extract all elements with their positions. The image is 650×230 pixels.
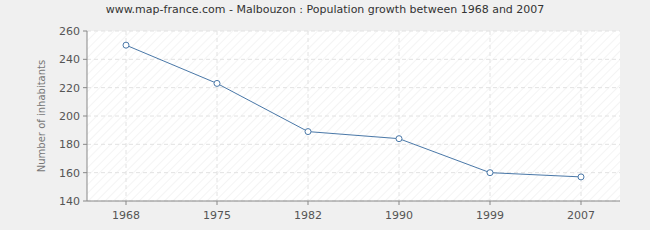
y-tick: [83, 144, 87, 145]
x-tick: [490, 201, 491, 205]
y-tick-label: 260: [59, 25, 80, 38]
y-tick-label: 200: [59, 110, 80, 123]
x-tick-label: 1975: [203, 209, 231, 222]
x-tick-label: 1999: [476, 209, 504, 222]
point: [487, 170, 493, 176]
grid-line-x: [308, 31, 309, 201]
x-tick: [308, 201, 309, 205]
y-tick: [83, 31, 87, 32]
grid-line-x: [399, 31, 400, 201]
point: [123, 42, 129, 48]
y-tick-label: 240: [59, 53, 80, 66]
y-axis: [87, 31, 88, 201]
y-tick: [83, 87, 87, 88]
x-tick: [399, 201, 400, 205]
y-tick-label: 160: [59, 167, 80, 180]
x-tick: [581, 201, 582, 205]
y-tick: [83, 116, 87, 117]
grid-line-y: [87, 116, 620, 117]
y-tick-label: 220: [59, 82, 80, 95]
y-tick-label: 180: [59, 138, 80, 151]
grid-line-x: [217, 31, 218, 201]
x-tick: [217, 201, 218, 205]
series-line: [126, 45, 581, 177]
grid-line-y: [87, 201, 620, 202]
data-group: [123, 42, 584, 180]
background: [0, 0, 650, 230]
y-tick: [83, 201, 87, 202]
title: www.map-france.com - Malbouzon : Populat…: [106, 3, 545, 16]
x-axis: [87, 201, 620, 202]
point: [578, 174, 584, 180]
x-tick: [126, 201, 127, 205]
point: [396, 136, 402, 142]
y-tick-label: 140: [59, 195, 80, 208]
x-tick-label: 1968: [112, 209, 140, 222]
grid-line-y: [87, 144, 620, 145]
grid-line-y: [87, 87, 620, 88]
point: [214, 80, 220, 86]
x-tick-label: 1982: [294, 209, 322, 222]
grid-line-y: [87, 31, 620, 32]
x-tick-label: 2007: [567, 209, 595, 222]
grid-line-y: [87, 59, 620, 60]
y-tick: [83, 59, 87, 60]
x-tick-label: 1990: [385, 209, 413, 222]
point: [305, 129, 311, 135]
chart: www.map-france.com - Malbouzon : Populat…: [0, 0, 650, 230]
y-axis-label: Number of inhabitants: [36, 60, 47, 172]
grid-line-y: [87, 172, 620, 173]
y-tick: [83, 172, 87, 173]
plot-area: [87, 31, 620, 201]
grid-line-x: [126, 31, 127, 201]
